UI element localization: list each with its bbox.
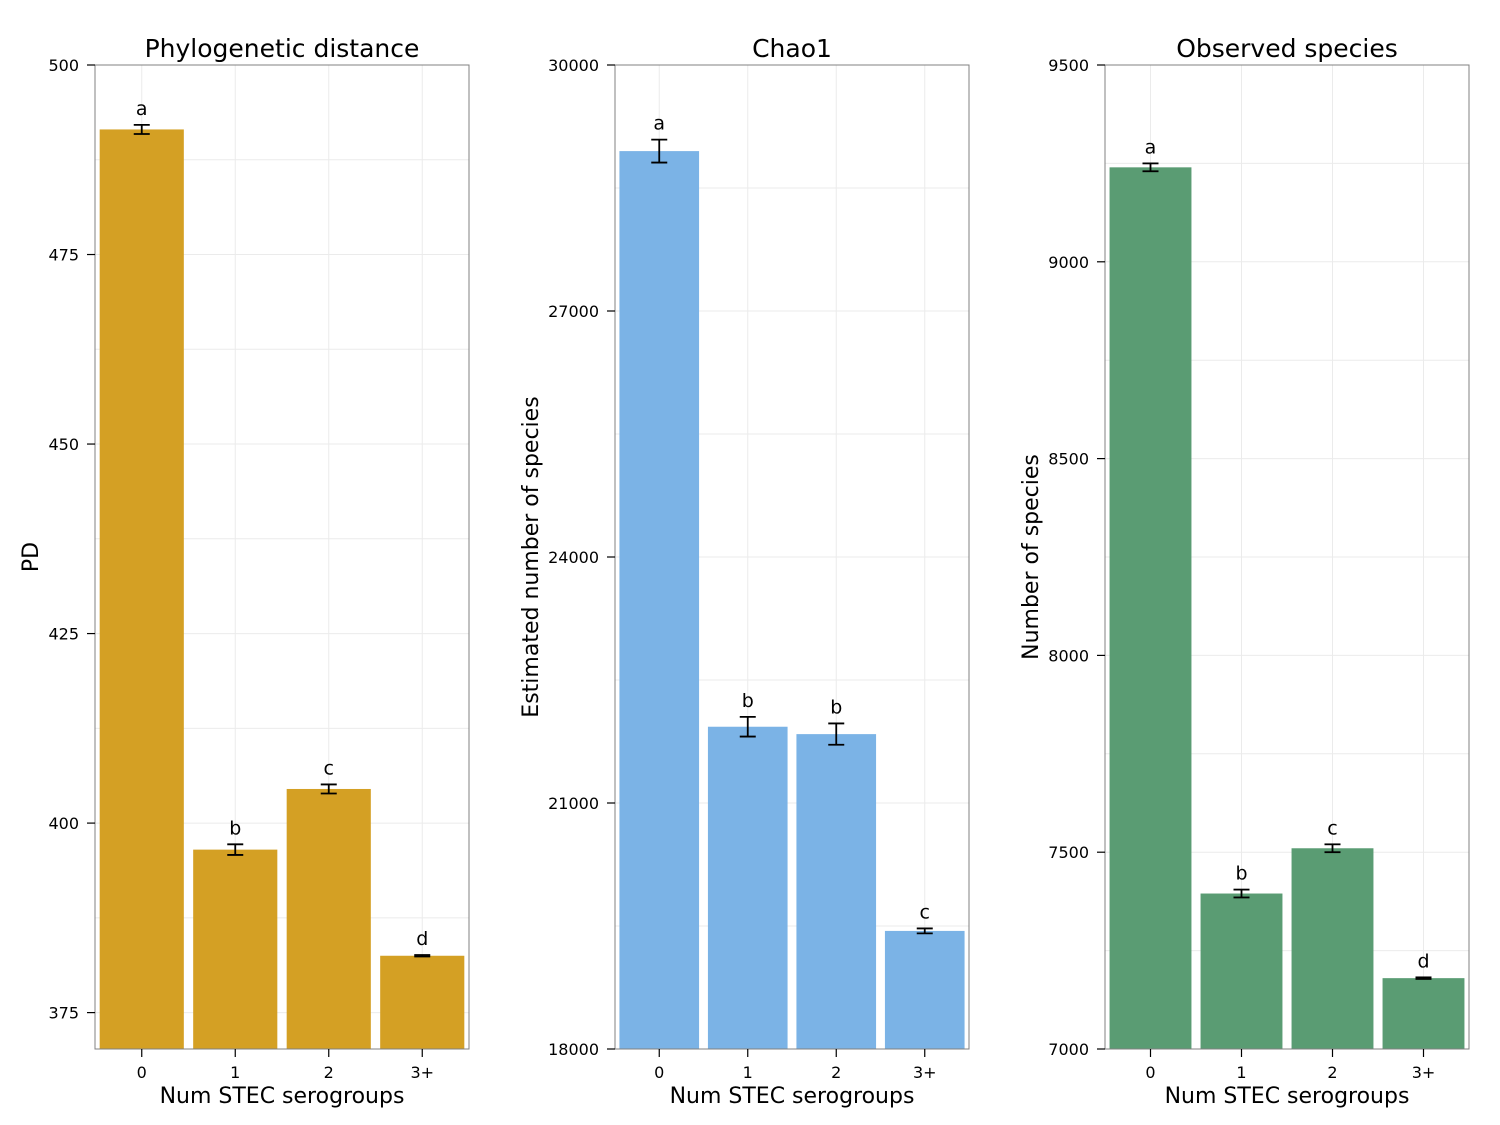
significance-label: b [1235,863,1247,885]
x-tick-label: 1 [1236,1063,1246,1082]
y-tick-label: 30000 [548,56,599,75]
y-tick-label: 9000 [1048,253,1089,272]
x-axis-title: Num STEC serogroups [160,1084,405,1109]
error-bar [227,843,244,856]
x-tick-label: 3+ [1412,1063,1436,1082]
x-tick-label: 0 [654,1063,664,1082]
bar-0 [619,151,700,1050]
significance-label: c [324,757,334,779]
bar-0 [1109,167,1192,1049]
y-axis-title: PD [19,542,44,572]
significance-label: b [229,817,241,839]
bar-1 [707,726,788,1049]
significance-label: a [653,113,665,135]
y-tick-label: 9500 [1048,56,1089,75]
panel-border [94,64,470,1050]
y-tick-label: 425 [48,625,79,644]
error-bar [414,954,431,958]
error-bar [1415,976,1432,980]
y-axis-title: Number of species [1019,454,1044,660]
x-tick-label: 3+ [410,1063,434,1082]
error-bar [1142,162,1159,173]
x-tick-label: 2 [324,1063,334,1082]
x-tick-label: 3+ [913,1063,937,1082]
bar-3+ [380,955,465,1049]
error-bar [1324,843,1341,854]
y-tick-label: 450 [48,435,79,454]
chart-title: Phylogenetic distance [145,34,420,63]
x-tick-label: 0 [1145,1063,1155,1082]
x-tick-label: 0 [137,1063,147,1082]
error-bar [133,123,150,135]
significance-label: c [1327,817,1337,839]
y-tick-label: 8000 [1048,646,1089,665]
chart-panel-1: a b c d 375 400 425 450 475 500 0 1 2 3+ Phylogenetic … [19,34,470,1109]
y-tick-label: 27000 [548,302,599,321]
y-tick-label: 7000 [1048,1040,1089,1059]
chart-panel-3: a b c d 7000 7500 8000 8500 9000 9500 0 1 2 3+ Observe… [1019,34,1470,1109]
y-tick-label: 375 [48,1004,79,1023]
y-tick-label: 8500 [1048,450,1089,469]
y-tick-label: 21000 [548,794,599,813]
significance-label: a [1145,136,1157,158]
chart-title: Observed species [1176,34,1398,63]
x-tick-label: 2 [1327,1063,1337,1082]
x-tick-label: 1 [230,1063,240,1082]
y-tick-label: 400 [48,814,79,833]
error-bar [1233,888,1250,899]
bar-3+ [884,930,965,1049]
x-tick-label: 2 [831,1063,841,1082]
significance-label: b [830,696,842,718]
error-bar [320,783,337,795]
error-bar [651,138,668,164]
error-bar [916,927,933,935]
x-axis-title: Num STEC serogroups [1165,1084,1410,1109]
chart-title: Chao1 [752,34,832,63]
x-tick-label: 1 [743,1063,753,1082]
bar-1 [1200,893,1283,1049]
bar-2 [1291,848,1374,1049]
x-axis-title: Num STEC serogroups [670,1084,915,1109]
significance-label: d [1417,950,1429,972]
panel-border [1104,64,1470,1050]
significance-label: c [920,901,930,923]
bar-3+ [1382,978,1465,1049]
chart-panel-2: a b b c 18000 21000 24000 27000 30000 0 1 2 3+ Chao1 N… [519,34,970,1109]
error-bar [828,722,845,746]
y-axis-title: Estimated number of species [519,396,544,717]
bar-2 [286,788,371,1049]
y-tick-label: 18000 [548,1040,599,1059]
y-tick-label: 7500 [1048,843,1089,862]
bar-0 [99,129,184,1049]
y-tick-label: 500 [48,56,79,75]
significance-label: b [742,690,754,712]
significance-label: d [416,928,428,950]
y-tick-label: 24000 [548,548,599,567]
bar-2 [796,734,877,1049]
bar-1 [193,849,278,1049]
error-bar [739,716,756,738]
significance-label: a [136,98,148,120]
y-tick-label: 475 [48,246,79,265]
